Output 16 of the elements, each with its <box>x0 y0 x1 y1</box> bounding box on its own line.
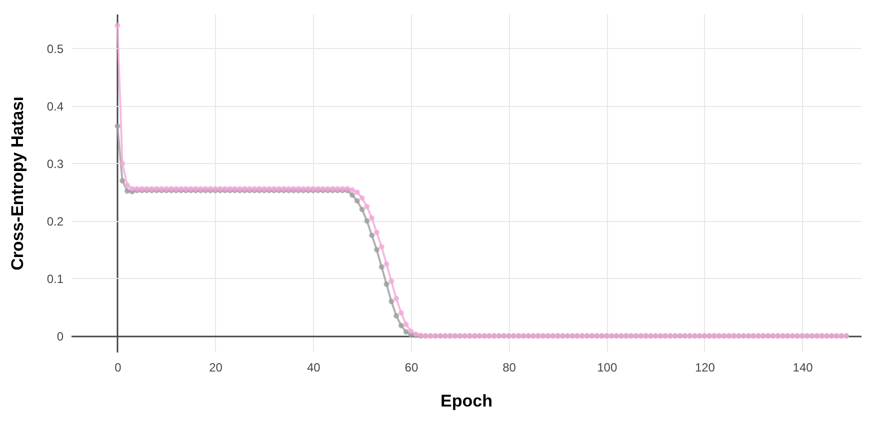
y-tick-label: 0.2 <box>46 214 64 228</box>
y-tick-label: 0.3 <box>46 156 64 171</box>
x-tick-label: 120 <box>694 360 716 374</box>
y-axis-title: Cross-Entropy Hatası <box>8 96 27 270</box>
y-tick-label: 0.1 <box>46 272 64 286</box>
x-axis-title: Epoch <box>440 392 492 410</box>
x-tick-label: 80 <box>502 360 516 374</box>
x-tick-label: 40 <box>306 360 321 374</box>
x-tick-label: 60 <box>404 360 418 374</box>
x-tick-label: 20 <box>209 360 223 374</box>
x-tick-label: 100 <box>597 360 618 374</box>
y-tick-label: 0 <box>56 329 64 344</box>
y-tick-label: 0.4 <box>46 99 64 114</box>
x-tick-label: 0 <box>114 360 122 374</box>
x-tick-label: 140 <box>792 360 814 374</box>
y-tick-label: 0.5 <box>46 42 64 56</box>
